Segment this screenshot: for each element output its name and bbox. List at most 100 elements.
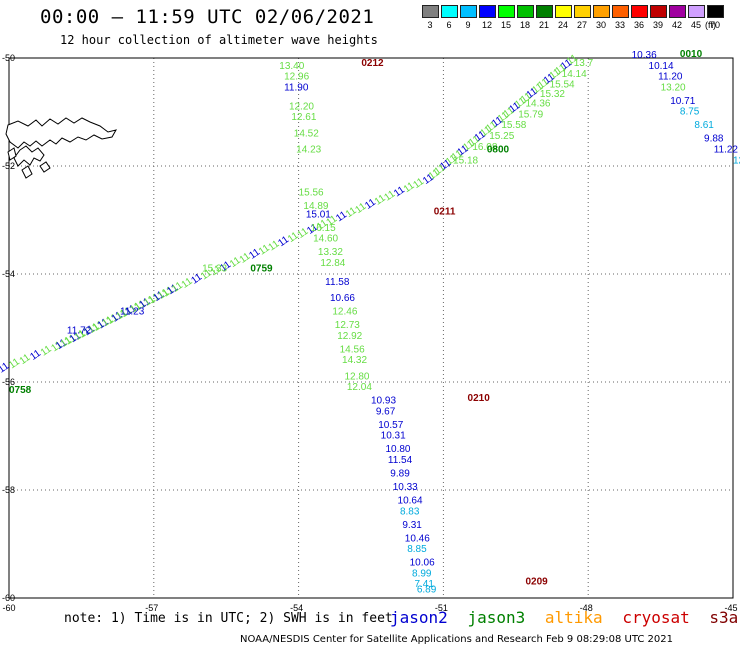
swh-label: 12.61 — [291, 112, 316, 123]
x-tick-label: -48 — [580, 603, 593, 613]
color-scale-unit: (ft) — [705, 20, 716, 30]
scale-label: 18 — [519, 20, 530, 30]
sat-altika: altika — [544, 608, 603, 627]
swh-label: 12.73 — [335, 320, 360, 331]
swh-label: 8.83 — [400, 506, 420, 517]
swh-label: 14.60 — [313, 234, 338, 245]
x-tick-label: -57 — [145, 603, 158, 613]
sat-cryosat: cryosat — [622, 608, 690, 627]
falkland-islands-landmass — [5, 117, 118, 179]
scale-label: 27 — [576, 20, 587, 30]
time-label: 0800 — [487, 145, 510, 156]
scale-label: 21 — [538, 20, 549, 30]
scale-label: 15 — [500, 20, 511, 30]
swh-label: 9.89 — [390, 469, 410, 480]
swh-label: 14.36 — [525, 99, 550, 110]
swh-label: 13.7 — [574, 58, 594, 69]
swh-label: 15.58 — [501, 120, 526, 131]
swh-label: 15.18 — [453, 155, 478, 166]
swh-label: 11.54 — [388, 455, 413, 466]
y-tick-label: -58 — [2, 485, 15, 495]
swh-label: 10.71 — [670, 96, 695, 107]
scale-swatch — [441, 5, 458, 18]
swh-label: 14.52 — [294, 128, 319, 139]
color-scale-legend: 3 6 9 12 15 18 21 24 27 30 33 36 39 42 45 70 — [422, 5, 728, 35]
scale-swatch — [422, 5, 439, 18]
scale-label: 24 — [557, 20, 568, 30]
sat-s3a: s3a — [709, 608, 739, 627]
time-label: 0759 — [250, 263, 273, 274]
dense-track-labels: 1111111111111111111111111111111111111111… — [0, 52, 580, 380]
y-tick-label: -52 — [2, 161, 15, 171]
axis-tick-labels: -60 -57 -54 -51 -48 -45 -50 -52 -54 -56 -58 -60 — [2, 53, 738, 613]
swh-label: 9.31 — [402, 520, 422, 531]
swh-label: 12.92 — [337, 331, 362, 342]
swh-label: 15.01 — [306, 209, 331, 220]
scale-label: 9 — [465, 20, 471, 30]
swh-label: 10.66 — [330, 293, 355, 304]
time-labels: 0010021208000211075902100758075702060207… — [9, 49, 703, 588]
scale-label: 42 — [671, 20, 682, 30]
swh-label: 11.22 — [714, 145, 739, 156]
scale-swatch — [536, 5, 553, 18]
swh-label: 9.67 — [376, 406, 396, 417]
swh-label: 10.57 — [378, 420, 403, 431]
scale-swatch — [707, 5, 724, 18]
time-label: 0211 — [434, 207, 456, 218]
scale-swatch — [688, 5, 705, 18]
swh-label: 13.20 — [661, 82, 686, 93]
scale-swatch — [517, 5, 534, 18]
swh-label: 10.06 — [410, 558, 435, 569]
sat-jason3: jason3 — [467, 608, 526, 627]
satellite-legend: jason2 jason3 altika cryosat s3a — [390, 608, 740, 627]
scale-swatch — [593, 5, 610, 18]
scale-swatch — [555, 5, 572, 18]
swh-label: 14.32 — [342, 355, 367, 366]
swh-label: 10.14 — [649, 61, 674, 72]
swh-label: 8.61 — [694, 120, 714, 131]
scale-label: 45 — [690, 20, 701, 30]
swh-label: 14.56 — [340, 344, 365, 355]
scale-swatch — [574, 5, 591, 18]
scale-swatch — [650, 5, 667, 18]
swh-label: 12.46 — [332, 307, 357, 318]
swh-label: 16.08 — [472, 142, 497, 153]
swh-label: 15.32 — [540, 89, 565, 100]
dense-swh-mark: 11 — [0, 360, 12, 375]
scale-label: 3 — [427, 20, 433, 30]
time-label: 0010 — [680, 49, 703, 60]
swh-label: 12.96 — [284, 72, 309, 83]
swh-label: 9.88 — [704, 134, 724, 145]
swh-label: 8.75 — [680, 107, 700, 118]
swh-label: 14.14 — [562, 69, 587, 80]
scale-label: 70 — [709, 20, 720, 30]
swh-label: 13.32 — [318, 247, 343, 258]
swh-label: 11.72 — [67, 325, 92, 336]
sat-jason2: jason2 — [390, 608, 448, 627]
swh-label: 10.64 — [398, 496, 423, 507]
swh-label: 10.36 — [632, 50, 657, 61]
scale-label: 6 — [446, 20, 452, 30]
map-grid — [8, 57, 734, 599]
scale-swatch — [479, 5, 496, 18]
y-tick-label: -50 — [2, 53, 15, 63]
swh-label: 8.99 — [412, 568, 432, 579]
swh-label: 10.33 — [393, 482, 418, 493]
swh-label: 12.80 — [344, 371, 369, 382]
swh-label: 11.20 — [658, 72, 683, 83]
swh-label: 12.20 — [289, 101, 314, 112]
swh-label: 12.04 — [347, 382, 372, 393]
y-tick-label: -56 — [2, 377, 15, 387]
scale-label: 12 — [481, 20, 492, 30]
time-label: 0209 — [525, 577, 548, 588]
x-tick-label: -60 — [2, 603, 15, 613]
time-label: 0210 — [468, 393, 491, 404]
y-tick-label: -54 — [2, 269, 15, 279]
swh-label: 12.84 — [320, 258, 345, 269]
swh-label: 11.23 — [120, 307, 145, 318]
swh-label: 10.93 — [371, 396, 396, 407]
swh-label: 10.31 — [381, 431, 406, 442]
swh-label: 11.90 — [284, 82, 309, 93]
